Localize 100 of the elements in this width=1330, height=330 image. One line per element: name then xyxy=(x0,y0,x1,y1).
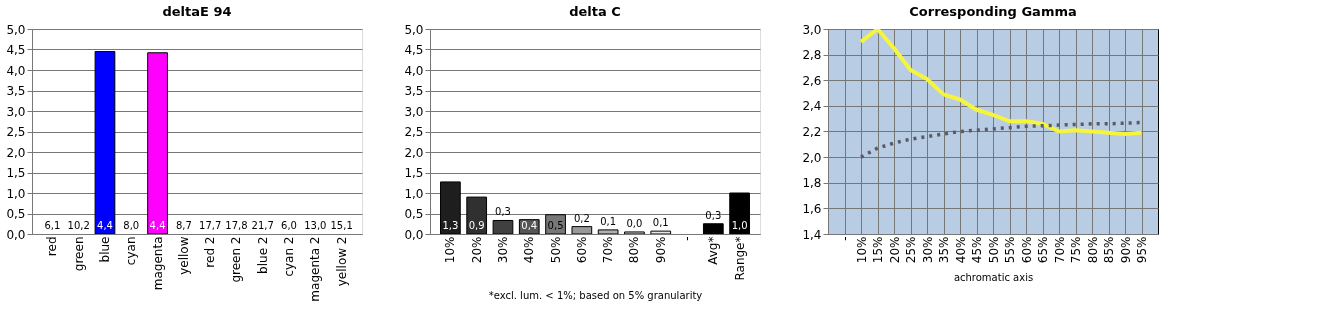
x-tick-label: 25% xyxy=(904,236,918,264)
text: 6,1 xyxy=(44,220,61,231)
x-tick-label: Range* xyxy=(732,236,747,281)
data-label: 4,4 xyxy=(97,220,113,231)
x-tick-label: blue xyxy=(97,236,112,263)
x-tick-label: 35% xyxy=(937,236,951,264)
data-label: 0,9 xyxy=(468,220,485,231)
y-tick-label: 0,5 xyxy=(404,207,424,221)
x-tick-label: 60% xyxy=(574,236,589,264)
line-series xyxy=(859,29,1144,137)
x-tick-label: cyan 2 xyxy=(282,236,297,277)
y-tick-label: 2,0 xyxy=(404,145,424,160)
y-tick-label: 2,5 xyxy=(6,125,26,139)
x-tick-label: 45% xyxy=(970,236,984,264)
bar xyxy=(650,230,672,234)
y-tick-label: 3,5 xyxy=(6,84,26,98)
x-tick-label: magenta 2 xyxy=(308,236,323,302)
y-tick-label: 2,8 xyxy=(802,48,822,63)
data-label: 0,2 xyxy=(573,212,590,224)
data-label: 0,1 xyxy=(652,217,669,229)
y-tick-label: 0,0 xyxy=(404,227,424,242)
y-tick-label: 1,0 xyxy=(404,186,424,201)
data-label: 0,3 xyxy=(495,206,511,218)
y-tick-label: 3,0 xyxy=(802,22,822,37)
x-tick-label: green xyxy=(71,236,86,272)
y-tick-label: 2,0 xyxy=(6,145,26,160)
y-tick-label: 3,5 xyxy=(404,84,424,98)
y-tick-label: 2,4 xyxy=(802,99,822,114)
bar xyxy=(440,181,461,234)
bar xyxy=(597,229,619,234)
x-tick-label: blue 2 xyxy=(255,236,270,274)
y-tick-label: 2,2 xyxy=(802,125,822,139)
bar xyxy=(466,196,488,234)
y-tick-label: 4,0 xyxy=(404,63,424,78)
text: 8,0 xyxy=(123,220,140,231)
x-tick-label: - xyxy=(680,236,695,241)
x-tick-label: - xyxy=(838,236,852,241)
y-tick-label: 1,6 xyxy=(802,201,822,216)
x-tick-label: 70% xyxy=(1052,236,1067,264)
y-tick-label: 2,5 xyxy=(404,125,424,139)
chart-title: deltaE 94 xyxy=(162,4,232,19)
x-tick-label: 50% xyxy=(548,236,563,264)
bar xyxy=(624,231,645,234)
data-label: 0,1 xyxy=(600,215,617,227)
x-tick-label: 70% xyxy=(601,236,616,264)
y-tick-label: 2,6 xyxy=(802,73,822,88)
x-tick-label: 90% xyxy=(653,236,668,264)
text: 6,0 xyxy=(281,220,297,231)
text: 10,2 xyxy=(67,220,90,231)
x-tick-label: 85% xyxy=(1102,236,1116,264)
text: 15,1 xyxy=(330,220,353,231)
x-tick-label: yellow 2 xyxy=(334,236,349,287)
chart-title: Corresponding Gamma xyxy=(909,4,1077,19)
x-tick-label: 10% xyxy=(854,236,869,264)
x-tick-label: 55% xyxy=(1003,236,1017,264)
x-tick-label: red 2 xyxy=(203,236,218,268)
bar xyxy=(729,192,750,234)
y-tick-label: 4,0 xyxy=(6,63,26,78)
y-tick-label: 3,0 xyxy=(404,104,424,119)
x-tick-label: 15% xyxy=(871,236,885,264)
x-tick-label: 90% xyxy=(1118,236,1133,264)
x-tick-label: 20% xyxy=(887,236,902,264)
y-tick-label: 4,5 xyxy=(6,43,26,57)
x-tick-label: 65% xyxy=(1036,236,1050,264)
y-tick-label: 1,5 xyxy=(404,166,424,180)
y-tick-label: 1,8 xyxy=(802,176,822,191)
y-tick-label: 2,0 xyxy=(802,150,822,165)
y-tick-label: 1,0 xyxy=(6,186,26,201)
x-tick-label: 75% xyxy=(1069,236,1083,264)
text: 8,7 xyxy=(175,220,192,231)
x-tick-label: 80% xyxy=(627,236,642,264)
y-tick-label: 5,0 xyxy=(6,22,26,37)
x-tick-label: 30% xyxy=(495,236,510,264)
x-tick-label: 95% xyxy=(1135,236,1149,264)
y-tick-label: 0,0 xyxy=(6,227,26,242)
data-label: 0,5 xyxy=(547,220,564,231)
x-tick-label: cyan xyxy=(124,236,139,266)
data-label: 1,3 xyxy=(442,220,459,231)
x-tick-label: 40% xyxy=(522,236,537,264)
x-tick-label: red xyxy=(45,236,60,257)
data-label: 0,0 xyxy=(626,217,643,229)
x-tick-label: 80% xyxy=(1085,236,1100,264)
x-tick-label: 60% xyxy=(1019,236,1034,264)
data-label: 0,3 xyxy=(705,209,722,221)
data-label: 1,0 xyxy=(731,220,748,231)
text: *excl. lum. < 1%; based on 5% granularity xyxy=(488,289,703,301)
text: 13,0 xyxy=(304,220,327,231)
y-tick-label: 4,5 xyxy=(404,43,424,57)
x-tick-label: 50% xyxy=(986,236,1001,264)
x-tick-label: 10% xyxy=(443,236,458,264)
text: 17,7 xyxy=(199,220,222,231)
x-tick-label: yellow xyxy=(176,236,191,275)
x-axis-title: achromatic axis xyxy=(953,272,1034,284)
chart-title: delta C xyxy=(569,4,621,19)
x-tick-label: green 2 xyxy=(229,236,244,283)
x-tick-label: 40% xyxy=(953,236,968,264)
data-label: 4,4 xyxy=(149,220,166,231)
text: 17,8 xyxy=(225,220,248,231)
y-tick-label: 5,0 xyxy=(404,22,424,37)
x-tick-label: 20% xyxy=(469,236,484,264)
